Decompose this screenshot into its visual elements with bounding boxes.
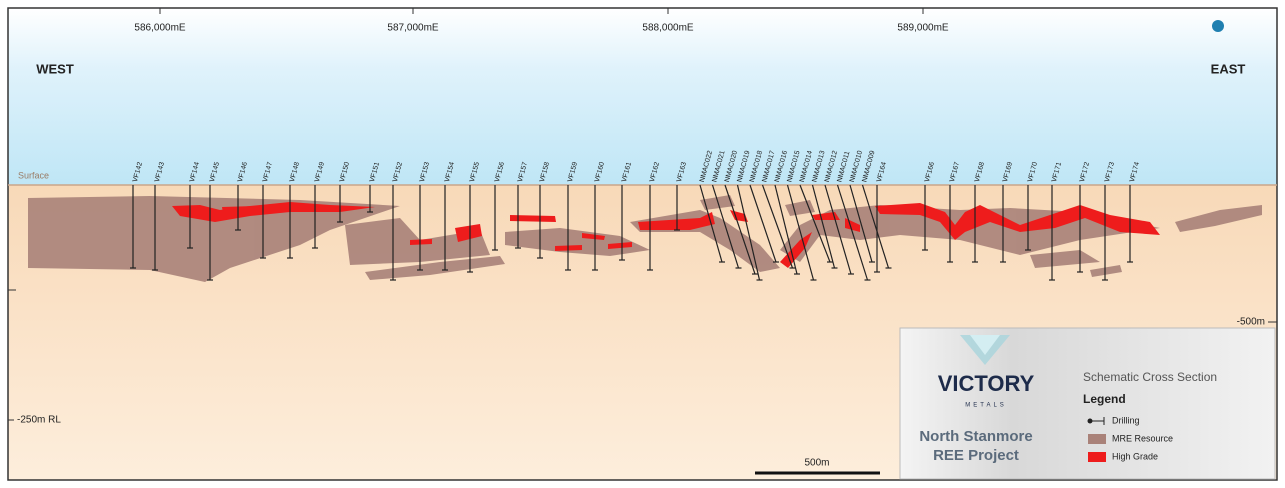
easting: 587,000mE — [387, 23, 438, 34]
drill-hole — [774, 184, 798, 275]
drill-hole — [749, 184, 777, 263]
frame — [7, 7, 1278, 481]
drill-hole — [724, 184, 756, 275]
drill-hole — [811, 184, 836, 269]
drill-hole — [861, 184, 890, 269]
easting: 588,000mE — [642, 23, 693, 34]
drill-hole — [786, 184, 815, 281]
company-sub: METALS — [965, 403, 1007, 409]
drill-hole — [849, 184, 873, 263]
section-title: Schematic Cross Section — [1083, 370, 1217, 384]
drill-holes: VF142 VF143 VF144 VF145 VF146 VF147 VF148 VF149… — [130, 150, 1141, 281]
drill-hole — [799, 184, 831, 263]
north-logo — [1212, 20, 1224, 32]
rl-label: -500m — [1237, 317, 1265, 328]
project: North Stanmore — [919, 428, 1032, 445]
eastings: 586,000mE 587,000mE 588,000mE 589,000mE — [134, 8, 949, 34]
drill-hole — [824, 184, 852, 275]
drill-hole — [711, 184, 740, 269]
high-grade — [172, 202, 1160, 268]
sky — [8, 8, 1277, 185]
company: VICTORY — [938, 371, 1035, 396]
drill-hole — [761, 184, 794, 269]
legend-item: MRE Resource — [1112, 433, 1173, 443]
legend-item: Drilling — [1112, 415, 1140, 425]
legend-box: VICTORY METALS North Stanmore REE Projec… — [899, 327, 1276, 480]
legend-item: High Grade — [1112, 451, 1158, 461]
scale-label: 500m — [804, 458, 829, 469]
easting: 586,000mE — [134, 23, 185, 34]
easting: 589,000mE — [897, 23, 948, 34]
drill-hole — [836, 184, 869, 281]
east-label: EAST — [1211, 61, 1246, 76]
legend-title: Legend — [1083, 392, 1126, 406]
rl-label: -250m RL — [17, 415, 61, 426]
drill-hole — [699, 184, 723, 263]
drill-hole — [736, 184, 761, 281]
west-label: WEST — [36, 61, 74, 76]
project: REE Project — [933, 447, 1019, 464]
surface-label: Surface — [18, 170, 49, 180]
